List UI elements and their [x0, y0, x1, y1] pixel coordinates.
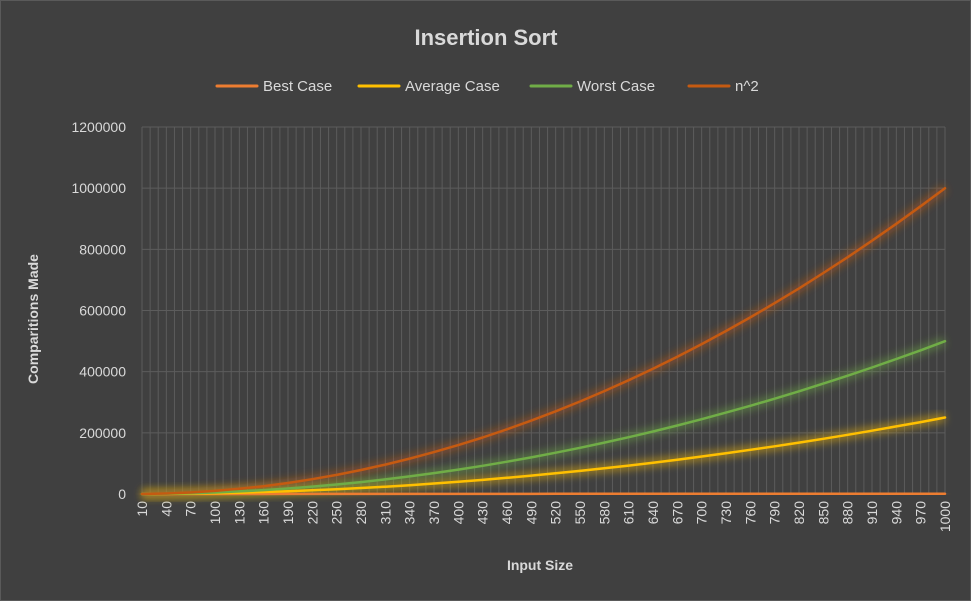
x-tick-label: 610: [621, 501, 637, 525]
x-tick-label: 910: [864, 501, 880, 525]
y-tick-label: 600000: [79, 303, 126, 319]
series-line-2: [140, 339, 947, 496]
series-line-1: [140, 416, 947, 496]
legend: Best Case Average Case Worst Case n^2: [215, 78, 759, 95]
x-tick-label: 340: [402, 501, 418, 525]
y-tick-label: 0: [118, 486, 126, 502]
x-tick-label: 310: [377, 501, 393, 525]
x-tick-label: 670: [669, 501, 685, 525]
x-axis-label: Input Size: [507, 557, 573, 573]
x-tick-label: 520: [548, 501, 564, 525]
legend-label-2: Worst Case: [577, 78, 655, 95]
x-tick-label: 640: [645, 501, 661, 525]
x-tick-label: 1000: [937, 501, 953, 532]
y-axis-ticks: 0 200000 400000 600000 800000 1000000 1200000: [71, 119, 126, 502]
y-tick-label: 400000: [79, 364, 126, 380]
x-tick-label: 190: [280, 501, 296, 525]
x-tick-label: 940: [888, 501, 904, 525]
y-tick-label: 1000000: [71, 180, 126, 196]
x-tick-label: 700: [694, 501, 710, 525]
x-tick-label: 730: [718, 501, 734, 525]
y-tick-label: 200000: [79, 425, 126, 441]
y-tick-label: 800000: [79, 241, 126, 257]
y-axis-label: Comparitions Made: [25, 254, 41, 384]
chart-title: Insertion Sort: [414, 25, 558, 50]
x-tick-label: 550: [572, 501, 588, 525]
x-tick-label: 820: [791, 501, 807, 525]
x-tick-label: 130: [231, 501, 247, 525]
x-tick-label: 880: [840, 501, 856, 525]
x-tick-label: 790: [767, 501, 783, 525]
series-glow-3: [141, 184, 948, 499]
x-axis-ticks: 10 40 70 100 130 160 190 220 250 280 310 340 370 400 4…: [134, 501, 953, 532]
series-line-3: [140, 186, 947, 496]
x-tick-label: 970: [913, 501, 929, 525]
x-tick-label: 370: [426, 501, 442, 525]
x-tick-label: 160: [256, 501, 272, 525]
x-tick-label: 70: [183, 501, 199, 517]
x-tick-label: 400: [450, 501, 466, 525]
x-tick-label: 850: [815, 501, 831, 525]
legend-label-3: n^2: [735, 78, 759, 95]
x-tick-label: 100: [207, 501, 223, 525]
x-tick-label: 40: [158, 501, 174, 517]
x-tick-label: 10: [134, 501, 150, 517]
legend-label-0: Best Case: [263, 78, 332, 95]
x-tick-label: 580: [596, 501, 612, 525]
x-tick-label: 280: [353, 501, 369, 525]
series-glow: [141, 184, 948, 499]
x-tick-label: 460: [499, 501, 515, 525]
x-tick-label: 220: [304, 501, 320, 525]
x-tick-label: 760: [742, 501, 758, 525]
legend-label-1: Average Case: [405, 78, 500, 95]
series-lines: [140, 186, 947, 496]
y-tick-label: 1200000: [71, 119, 126, 135]
x-tick-label: 250: [329, 501, 345, 525]
x-tick-label: 430: [475, 501, 491, 525]
x-tick-label: 490: [523, 501, 539, 525]
